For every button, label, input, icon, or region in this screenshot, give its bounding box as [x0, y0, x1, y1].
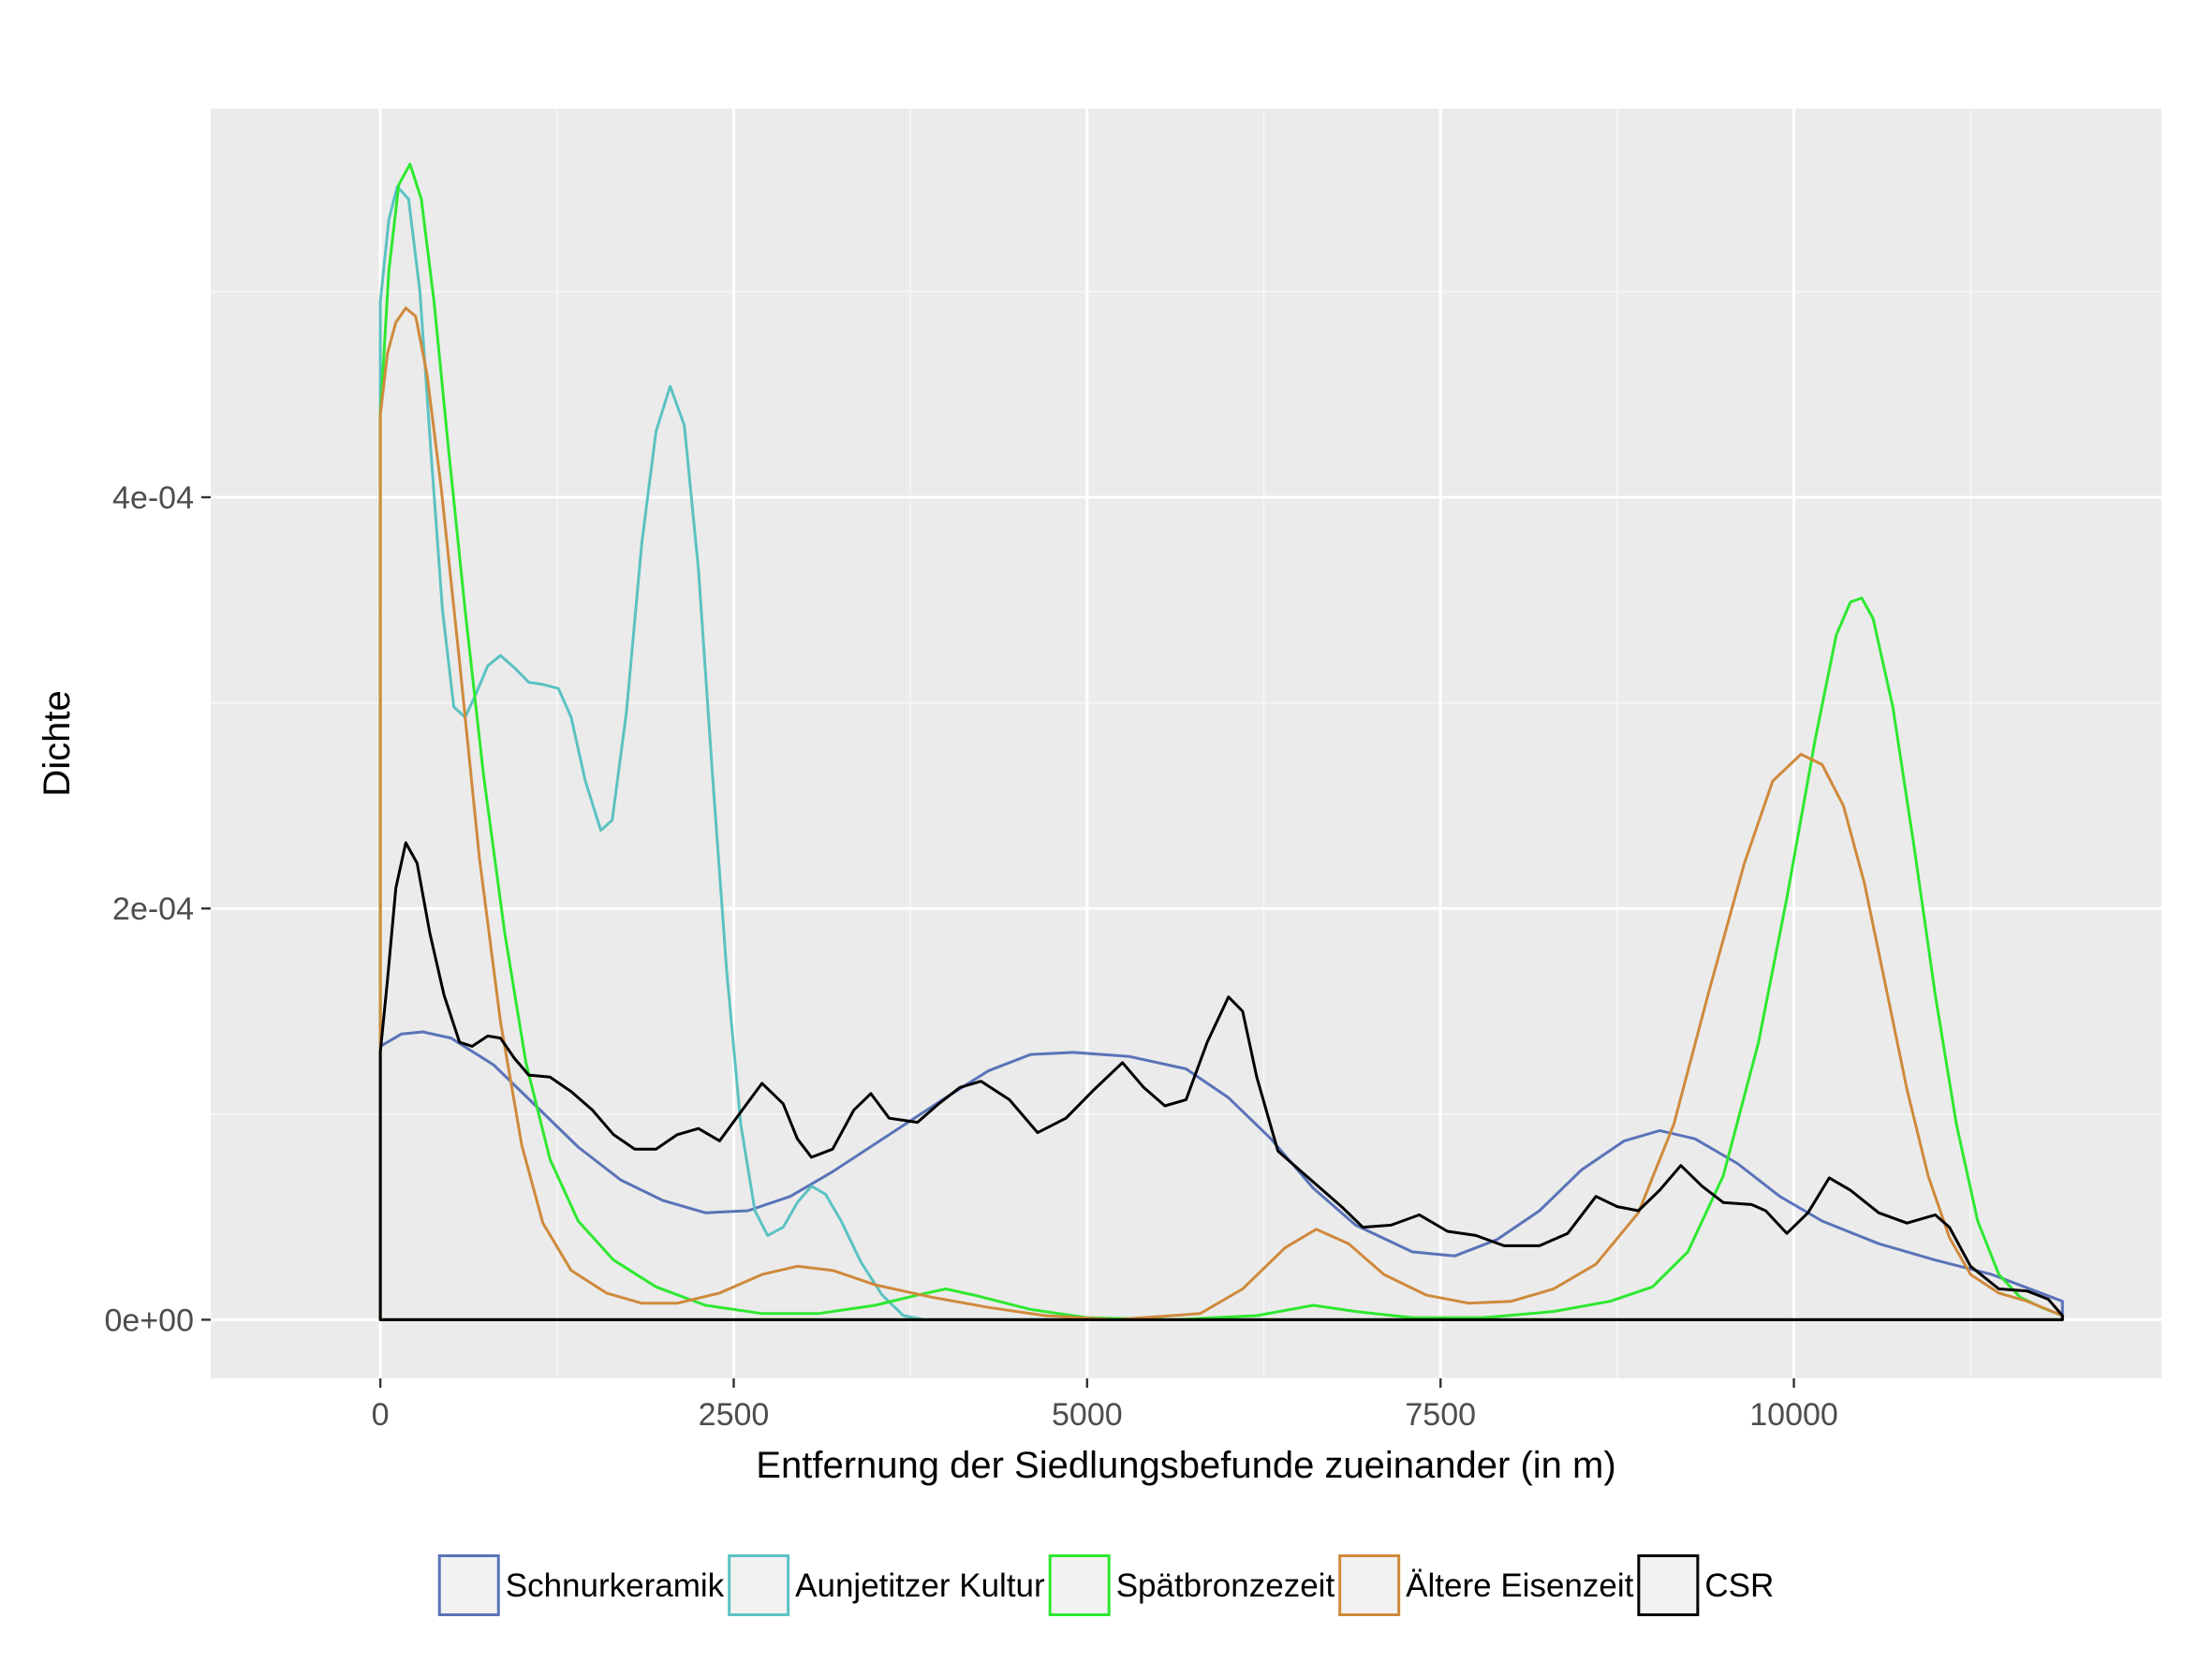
plot-panel	[211, 109, 2161, 1378]
series-line-3	[378, 306, 2064, 1321]
x-tick-label: 7500	[1405, 1397, 1476, 1433]
legend-label-3: Ältere Eisenzeit	[1406, 1567, 1633, 1604]
x-tick-label: 5000	[1052, 1397, 1123, 1433]
axis-ticks	[201, 495, 1795, 1388]
legend-key-2	[1048, 1554, 1111, 1616]
series-line-4	[378, 841, 2064, 1321]
x-axis-title: Entfernung der Siedlungsbefunde zueinand…	[756, 1445, 1615, 1486]
x-tick-labels: 0 2500 5000 7500 10000	[372, 1397, 1838, 1433]
legend-key-0	[437, 1554, 500, 1616]
y-tick-label: 0e+00	[105, 1302, 195, 1338]
series-layer	[378, 162, 2064, 1321]
x-tick-label: 0	[372, 1397, 390, 1433]
legend: Schnurkeramik Aunjetitzer Kultur Spätbronz…	[437, 1554, 1774, 1616]
series-line-1	[378, 184, 2064, 1321]
y-tick-labels: 0e+00 2e-04 4e-04	[105, 480, 195, 1338]
legend-key-1	[728, 1554, 790, 1616]
series-line-0	[378, 1030, 2064, 1321]
legend-label-1: Aunjetitzer Kultur	[795, 1567, 1045, 1604]
legend-label-0: Schnurkeramik	[506, 1567, 725, 1604]
y-axis-title: Dichte	[37, 690, 78, 796]
minor-gridlines	[211, 109, 2161, 1378]
series-line-2	[378, 162, 2064, 1321]
legend-label-4: CSR	[1704, 1567, 1774, 1604]
x-tick-label: 2500	[699, 1397, 770, 1433]
legend-key-3	[1338, 1554, 1401, 1616]
legend-key-4	[1637, 1554, 1700, 1616]
y-tick-label: 4e-04	[112, 480, 194, 516]
x-tick-label: 10000	[1749, 1397, 1838, 1433]
legend-label-2: Spätbronzezeit	[1116, 1567, 1335, 1604]
y-tick-label: 2e-04	[112, 891, 194, 927]
